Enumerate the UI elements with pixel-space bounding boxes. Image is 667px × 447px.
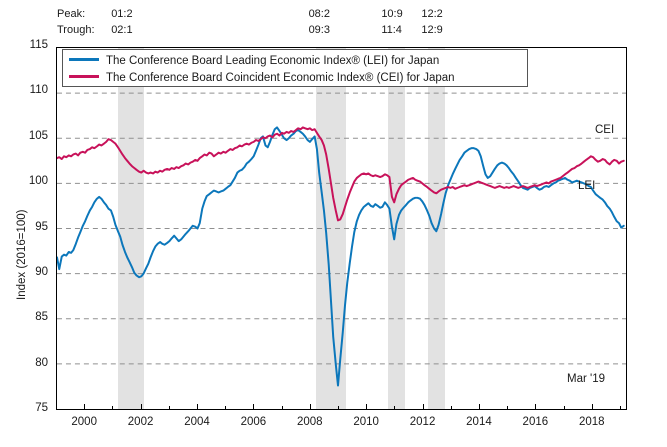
x-tickmark-2004 [196,404,198,410]
x-tick-2000: 2000 [71,416,97,428]
y-tick-105: 105 [28,129,48,142]
x-tickmark-minor-2009 [337,406,339,410]
x-tickmark-minor-2013 [450,406,452,410]
x-tickmark-minor-2007 [281,406,283,410]
trough-row-label: Trough: [57,24,95,36]
x-tickmark-minor-2005 [225,406,227,410]
series-line-lei [57,126,625,387]
peak-row: Peak: 01:2 08:2 10:9 12:2 [0,8,667,22]
legend-swatch-cei [69,75,99,79]
cei-series-annotation: CEI [595,124,615,136]
peak-row-label: Peak: [57,8,86,20]
peak-date-1: 08:2 [308,8,330,20]
peak-date-0: 01:2 [111,8,133,20]
series-lines [57,126,625,387]
x-tickmark-minor-2017 [563,406,565,410]
legend-label-cei: The Conference Board Coincident Economic… [106,72,455,84]
legend-item-cei: The Conference Board Coincident Economic… [69,70,521,87]
y-tick-80: 80 [35,356,48,369]
x-tickmark-2010 [366,404,368,410]
y-tick-90: 90 [35,265,48,278]
trough-date-1: 09:3 [308,24,330,36]
x-tickmark-2014 [478,404,480,410]
trough-date-3: 12:9 [421,24,443,36]
last-date-annotation: Mar '19 [567,373,605,385]
x-tickmark-minor-2011 [394,406,396,410]
x-tickmark-2000 [84,404,86,410]
peak-date-3: 12:2 [421,8,443,20]
x-tickmark-minor-2019 [619,406,621,410]
x-tick-2008: 2008 [296,416,323,428]
legend-label-lei: The Conference Board Leading Economic In… [106,55,440,67]
x-tick-2004: 2004 [184,416,210,428]
y-tick-100: 100 [28,175,48,188]
x-tickmark-minor-2015 [507,406,509,410]
y-tick-85: 85 [35,311,48,324]
y-tick-75: 75 [35,402,48,414]
x-tick-2002: 2002 [127,416,154,428]
x-tickmark-2012 [422,404,424,410]
x-tick-2014: 2014 [466,416,492,428]
y-tick-110: 110 [29,84,48,97]
peak-date-2: 10:9 [381,8,403,20]
trough-date-2: 11:4 [381,24,402,36]
x-tick-2018: 2018 [578,416,605,428]
trough-date-0: 02:1 [111,24,133,36]
lei-series-annotation: LEI [578,180,596,192]
x-tickmark-minor-2001 [112,406,114,410]
x-tickmark-2002 [140,404,142,410]
x-tick-2010: 2010 [353,416,379,428]
plot-area: CEI LEI Mar '19 The Conference Board Lea… [56,47,627,410]
x-tick-2006: 2006 [240,416,267,428]
x-tickmark-2006 [253,404,255,410]
series-line-cei [57,126,625,222]
x-tickmark-2016 [535,404,537,410]
legend-swatch-lei [69,58,99,62]
x-tickmark-minor-2003 [168,406,170,410]
plot-inner [57,48,626,409]
trough-row: Trough: 02:1 09:3 11:4 12:9 [0,24,667,38]
chart-legend: The Conference Board Leading Economic In… [62,49,528,87]
y-tick-95: 95 [35,220,48,233]
y-tick-115: 115 [29,39,48,51]
x-tick-2016: 2016 [522,416,549,428]
x-tickmark-2008 [309,404,311,410]
x-tickmark-2018 [591,404,593,410]
x-tickmark-minor-1999 [56,406,57,410]
x-tick-2012: 2012 [409,416,436,428]
legend-item-lei: The Conference Board Leading Economic In… [69,53,521,70]
